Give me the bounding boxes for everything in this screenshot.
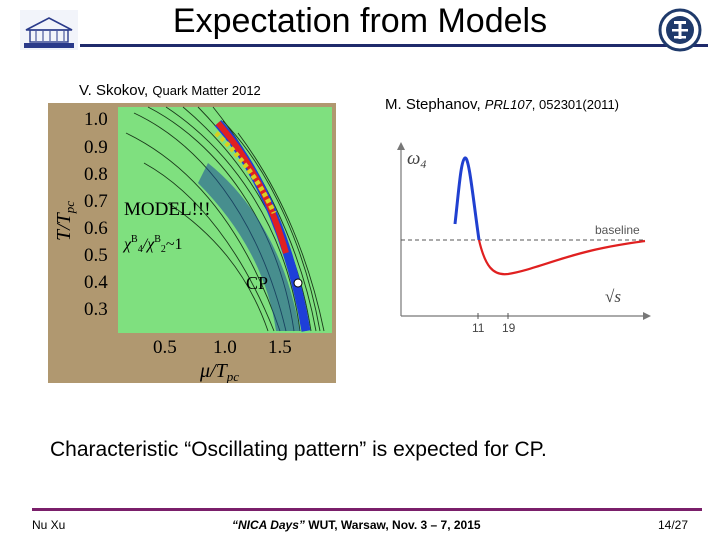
crossover-band-red [215, 121, 289, 254]
x-tick-label-19: 19 [502, 321, 516, 335]
university-building-logo [20, 10, 78, 50]
main-statement: Characteristic “Oscillating pattern” is … [50, 438, 547, 461]
left-figure-caption: V. Skokov, Quark Matter 2012 [79, 82, 261, 99]
critical-point-marker [293, 278, 303, 288]
y-tick-label: 0.4 [84, 272, 108, 293]
footer-author: Nu Xu [32, 518, 66, 532]
omega4-figure: ω4 baseline √s 11 19 [393, 138, 655, 336]
right-caption-ref: , 052301(2011) [531, 97, 619, 112]
y-tick-label: 0.9 [84, 137, 108, 158]
y-tick-label: 0.8 [84, 164, 108, 185]
cp-annotation: CP [246, 273, 268, 293]
footer-event: “NICA Days” WUT, Warsaw, Nov. 3 – 7, 201… [232, 518, 481, 532]
omega4-curve-red [477, 239, 646, 276]
x-tick-label-11: 11 [472, 321, 485, 335]
y-axis-label: T/Tpc [53, 201, 77, 241]
contour-fill-region [198, 163, 300, 331]
sqrt-s-label: √s [605, 287, 621, 306]
y-axis-arrow-icon [397, 142, 405, 150]
x-tick-label: 0.5 [153, 337, 177, 358]
slide-title: Expectation from Models [172, 2, 548, 40]
left-caption-author: V. Skokov, [79, 82, 149, 99]
omega4-curve-blue [453, 156, 481, 241]
x-tick-labels: 0.5 1.0 1.5 [153, 337, 292, 358]
footer-venue: WUT, Warsaw, Nov. 3 – 7, 2015 [308, 518, 481, 532]
footer-event-name: “NICA Days” [232, 518, 305, 532]
x-axis-label: μ/Tpc [199, 360, 239, 383]
footer-divider [32, 508, 702, 511]
y-tick-label: 0.6 [84, 218, 108, 239]
omega4-label: ω4 [407, 148, 426, 171]
right-caption-journal: PRL107 [484, 97, 532, 112]
baseline-label: baseline [595, 223, 640, 237]
x-tick-label: 1.5 [268, 337, 292, 358]
x-axis-arrow-icon [643, 312, 651, 320]
page-number: 14/27 [658, 518, 689, 532]
university-seal-logo [658, 8, 702, 52]
chi-ratio-annotation: χB4/χB2~1 [122, 234, 183, 255]
y-tick-label: 0.7 [84, 191, 108, 212]
model-annotation: MODEL!!! [124, 199, 211, 220]
y-tick-labels: 1.0 0.9 0.8 0.7 0.6 0.5 0.4 0.3 [84, 109, 108, 320]
y-tick-label: 1.0 [84, 109, 108, 130]
phase-diagram-figure: 1.0 0.9 0.8 0.7 0.6 0.5 0.4 0.3 0.5 1.0 … [48, 103, 336, 383]
right-figure-caption: M. Stephanov, PRL107, 052301(2011) [385, 96, 619, 113]
y-tick-label: 0.3 [84, 299, 108, 320]
y-tick-label: 0.5 [84, 245, 108, 266]
title-underline [80, 44, 708, 47]
right-caption-author: M. Stephanov, [385, 96, 481, 113]
x-tick-label: 1.0 [213, 337, 237, 358]
left-caption-venue: Quark Matter 2012 [152, 83, 261, 98]
